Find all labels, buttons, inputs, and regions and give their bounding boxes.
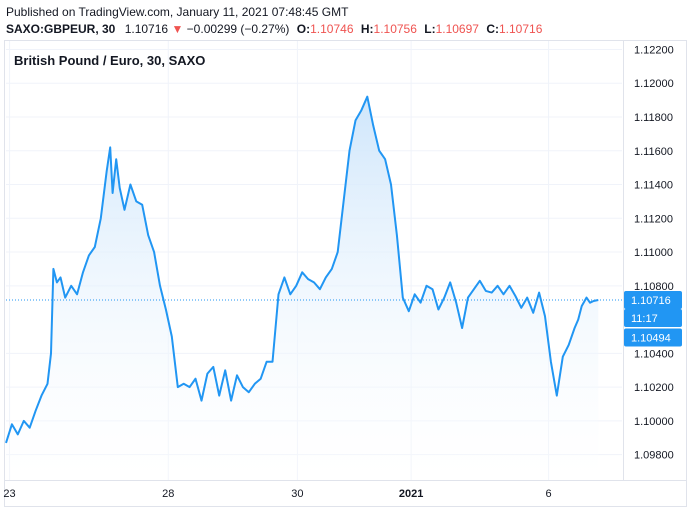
down-arrow-icon: ▼ (171, 22, 184, 36)
last-price-badge-text: 1.10716 (631, 295, 671, 307)
y-tick-label: 1.11600 (634, 146, 673, 158)
x-tick-label: 6 (545, 488, 551, 500)
y-tick-label: 1.11800 (634, 112, 673, 124)
chart-border (4, 40, 687, 507)
y-tick-label: 1.12000 (634, 78, 674, 90)
high-value: 1.10756 (373, 22, 417, 36)
open-value: 1.10746 (310, 22, 354, 36)
y-tick-label: 1.10800 (634, 281, 674, 293)
y-tick-label: 1.10400 (634, 348, 674, 360)
published-note: Published on TradingView.com, January 11… (6, 5, 349, 19)
price-badges: 1.10716 11:17 1.10494 (624, 291, 682, 347)
alt-price-badge-text: 1.10494 (631, 332, 671, 344)
y-tick-label: 1.11000 (634, 247, 673, 259)
symbol-label[interactable]: SAXO:GBPEUR, 30 (6, 22, 116, 36)
time-axis: 23 28 30 2021 6 (3, 488, 551, 500)
x-tick-label: 30 (291, 488, 303, 500)
low-value: 1.10697 (435, 22, 479, 36)
y-tick-label: 1.09800 (634, 450, 674, 462)
close-label: C: (486, 22, 499, 36)
price-area-fill (6, 96, 599, 480)
y-tick-label: 1.10000 (634, 416, 674, 428)
x-tick-label: 23 (3, 488, 15, 500)
y-tick-label: 1.11400 (634, 180, 673, 192)
y-tick-label: 1.11200 (634, 213, 673, 225)
low-label: L: (424, 22, 436, 36)
alt-price-badge (624, 328, 682, 347)
y-tick-label: 1.12200 (634, 44, 674, 56)
chart-title: British Pound / Euro, 30, SAXO (14, 53, 206, 68)
symbol-bar: SAXO:GBPEUR, 30 1.10716 ▼ −0.00299 (−0.2… (6, 22, 542, 36)
x-tick-label: 28 (162, 488, 174, 500)
y-tick-label: 1.10200 (634, 382, 674, 394)
open-label: O: (296, 22, 311, 36)
close-value: 1.10716 (498, 22, 543, 36)
countdown-badge-text: 11:17 (631, 313, 658, 325)
x-tick-label: 2021 (399, 488, 423, 500)
price-line (5, 95, 599, 444)
last-price-badge (624, 291, 682, 310)
high-label: H: (360, 22, 374, 36)
price-change: −0.00299 (−0.27%) (186, 22, 290, 36)
countdown-badge (624, 309, 682, 328)
price-axis: 1.12200 1.12000 1.11800 1.11600 1.11400 1.112… (634, 44, 674, 461)
last-price: 1.10716 (124, 22, 169, 36)
